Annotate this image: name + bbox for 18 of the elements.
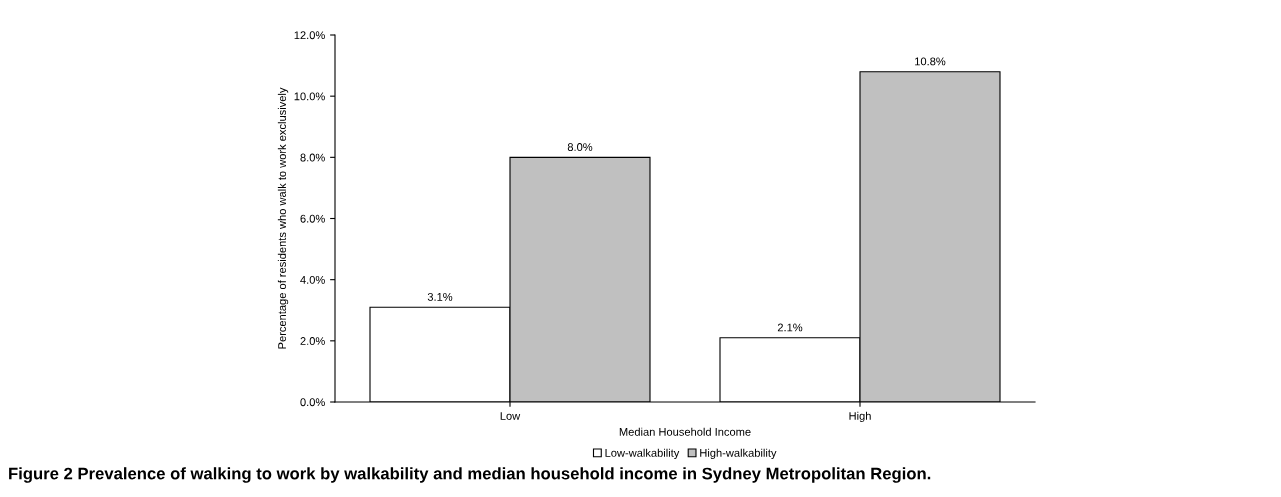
y-tick-label: 12.0%: [294, 31, 325, 40]
x-axis-title: Median Household Income: [619, 427, 751, 436]
x-tick-label: High: [849, 411, 871, 423]
data-label: 3.1%: [427, 292, 453, 301]
y-axis-title: Percentage of residents who walk to work exclusively: [277, 87, 289, 349]
legend-label: Low-walkability: [605, 448, 680, 460]
data-label: 10.8%: [915, 57, 946, 66]
legend-label: High-walkability: [700, 448, 777, 460]
y-tick-label: 8.0%: [300, 153, 325, 162]
y-tick-label: 2.0%: [300, 337, 325, 345]
y-tick-label: 4.0%: [300, 275, 325, 284]
y-tick-label: 10.0%: [294, 92, 325, 101]
data-label: 2.1%: [777, 323, 803, 332]
data-label: 8.0%: [567, 143, 593, 151]
caption: Figure 2 Prevalence of walking to work by walkability and median household income in Sydney Metropolitan Region.: [9, 467, 931, 483]
x-tick-label: Low: [500, 412, 521, 420]
y-tick-label: 0.0%: [300, 398, 325, 407]
y-tick-label: 6.0%: [300, 214, 325, 223]
